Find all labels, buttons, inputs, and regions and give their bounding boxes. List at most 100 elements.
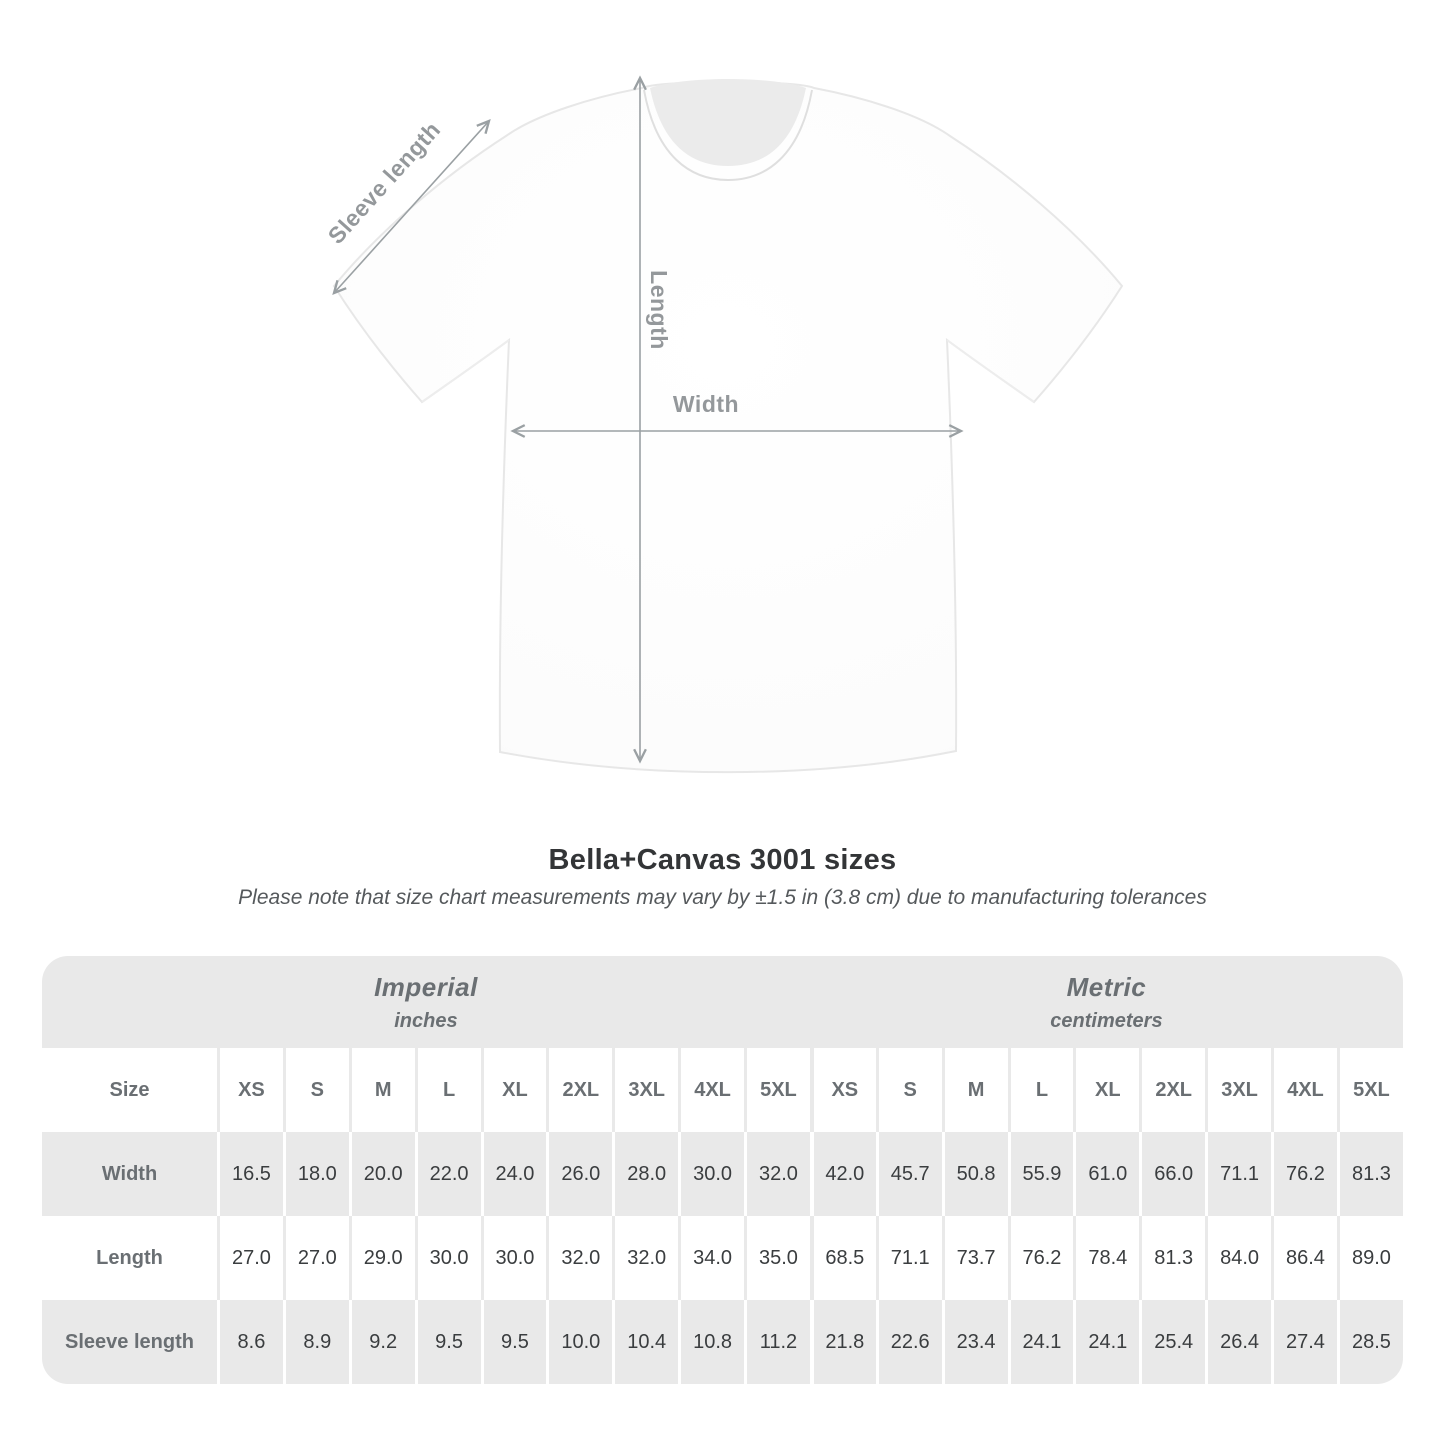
- size-header-row: Size XS S M L XL 2XL 3XL 4XL 5XL XS S M L XL 2XL 3XL 4XL…: [42, 1048, 1403, 1132]
- sleeve-length-arrow: [332, 119, 491, 295]
- size-header-metric-4xl: 4XL: [1271, 1048, 1337, 1132]
- value-cell-imperial-3xl: 28.0: [612, 1132, 679, 1216]
- imperial-section-header: Imperial inches: [42, 956, 810, 1048]
- value-cell-imperial-l: 22.0: [414, 1132, 481, 1216]
- value-cell-imperial-xl: 30.0: [480, 1216, 547, 1300]
- value-cell-metric-4xl: 76.2: [1271, 1132, 1337, 1216]
- size-chart-table: Imperial inches Metric centimeters Size …: [42, 956, 1403, 1384]
- size-header-metric-2xl: 2XL: [1139, 1048, 1206, 1132]
- title-block: Bella+Canvas 3001 sizes Please note that…: [0, 844, 1445, 910]
- size-header-imperial-xs: XS: [217, 1048, 283, 1132]
- value-cell-metric-xl: 78.4: [1073, 1216, 1140, 1300]
- value-cell-metric-m: 50.8: [941, 1132, 1008, 1216]
- width-label: Width: [673, 391, 739, 417]
- size-header-metric-5xl: 5XL: [1336, 1048, 1403, 1132]
- value-cell-imperial-s: 27.0: [282, 1216, 349, 1300]
- value-cell-imperial-2xl: 10.0: [546, 1300, 613, 1384]
- value-cell-imperial-3xl: 32.0: [612, 1216, 679, 1300]
- collar-seam: [643, 89, 813, 182]
- value-cell-metric-xs: 42.0: [809, 1132, 876, 1216]
- tshirt-measurement-diagram: Sleeve length Length Width: [323, 75, 1124, 774]
- measurement-row-width: Width 16.5 18.0 20.0 22.0 24.0 26.0 28.0 30.0 32.…: [42, 1132, 1403, 1216]
- value-cell-imperial-l: 30.0: [414, 1216, 481, 1300]
- value-cell-metric-xs: 21.8: [809, 1300, 876, 1384]
- row-label-sleeve-length: Sleeve length: [42, 1300, 217, 1384]
- size-column-header: Size: [42, 1048, 217, 1132]
- value-cell-metric-xs: 68.5: [809, 1216, 876, 1300]
- page-title: Bella+Canvas 3001 sizes: [548, 844, 897, 876]
- measurement-row-sleeve-length: Sleeve length 8.6 8.9 9.2 9.5 9.5 10.0 10.4 10.8…: [42, 1300, 1403, 1384]
- value-cell-imperial-5xl: 11.2: [744, 1300, 810, 1384]
- value-cell-imperial-xs: 27.0: [217, 1216, 283, 1300]
- row-label-length: Length: [42, 1216, 217, 1300]
- imperial-section-title: Imperial: [374, 971, 478, 1002]
- metric-section-header: Metric centimeters: [809, 956, 1403, 1048]
- value-cell-metric-2xl: 81.3: [1139, 1216, 1206, 1300]
- value-cell-imperial-5xl: 35.0: [744, 1216, 810, 1300]
- value-cell-imperial-m: 9.2: [348, 1300, 415, 1384]
- value-cell-metric-s: 45.7: [875, 1132, 942, 1216]
- value-cell-imperial-s: 18.0: [282, 1132, 349, 1216]
- value-cell-metric-s: 22.6: [875, 1300, 942, 1384]
- value-cell-metric-l: 24.1: [1007, 1300, 1074, 1384]
- value-cell-metric-2xl: 25.4: [1139, 1300, 1206, 1384]
- tshirt-illustration: [332, 79, 1124, 774]
- size-header-imperial-2xl: 2XL: [546, 1048, 613, 1132]
- size-header-imperial-s: S: [282, 1048, 349, 1132]
- value-cell-metric-m: 73.7: [941, 1216, 1008, 1300]
- size-header-imperial-5xl: 5XL: [744, 1048, 810, 1132]
- value-cell-imperial-4xl: 30.0: [678, 1132, 744, 1216]
- row-label-width: Width: [42, 1132, 217, 1216]
- value-cell-metric-l: 76.2: [1007, 1216, 1074, 1300]
- metric-section-unit: centimeters: [1050, 1009, 1163, 1032]
- value-cell-imperial-xl: 24.0: [480, 1132, 547, 1216]
- size-header-metric-xs: XS: [809, 1048, 876, 1132]
- tolerance-note: Please note that size chart measurements…: [238, 886, 1207, 909]
- measurement-row-length: Length 27.0 27.0 29.0 30.0 30.0 32.0 32.0 34.0 35…: [42, 1216, 1403, 1300]
- collar-opening: [650, 79, 806, 166]
- value-cell-metric-3xl: 71.1: [1205, 1132, 1271, 1216]
- value-cell-metric-s: 71.1: [875, 1216, 942, 1300]
- size-header-imperial-3xl: 3XL: [612, 1048, 679, 1132]
- length-label: Length: [646, 270, 672, 350]
- value-cell-imperial-l: 9.5: [414, 1300, 481, 1384]
- value-cell-metric-5xl: 81.3: [1336, 1132, 1403, 1216]
- value-cell-imperial-s: 8.9: [282, 1300, 349, 1384]
- value-cell-imperial-m: 20.0: [348, 1132, 415, 1216]
- value-cell-imperial-2xl: 32.0: [546, 1216, 613, 1300]
- value-cell-metric-4xl: 27.4: [1271, 1300, 1337, 1384]
- size-header-metric-xl: XL: [1073, 1048, 1140, 1132]
- size-header-metric-l: L: [1007, 1048, 1074, 1132]
- metric-section-title: Metric: [1066, 971, 1147, 1002]
- value-cell-imperial-4xl: 34.0: [678, 1216, 744, 1300]
- value-cell-metric-3xl: 26.4: [1205, 1300, 1271, 1384]
- size-header-metric-m: M: [941, 1048, 1008, 1132]
- value-cell-metric-l: 55.9: [1007, 1132, 1074, 1216]
- size-header-imperial-l: L: [414, 1048, 481, 1132]
- imperial-section-unit: inches: [394, 1009, 458, 1032]
- value-cell-imperial-m: 29.0: [348, 1216, 415, 1300]
- size-header-imperial-xl: XL: [480, 1048, 547, 1132]
- value-cell-imperial-4xl: 10.8: [678, 1300, 744, 1384]
- size-header-imperial-m: M: [348, 1048, 415, 1132]
- value-cell-imperial-3xl: 10.4: [612, 1300, 679, 1384]
- value-cell-imperial-5xl: 32.0: [744, 1132, 810, 1216]
- value-cell-imperial-xs: 16.5: [217, 1132, 283, 1216]
- value-cell-metric-5xl: 28.5: [1336, 1300, 1403, 1384]
- value-cell-metric-xl: 61.0: [1073, 1132, 1140, 1216]
- value-cell-metric-5xl: 89.0: [1336, 1216, 1403, 1300]
- unit-band-row: Imperial inches Metric centimeters: [42, 956, 1403, 1048]
- value-cell-metric-4xl: 86.4: [1271, 1216, 1337, 1300]
- value-cell-metric-2xl: 66.0: [1139, 1132, 1206, 1216]
- value-cell-metric-xl: 24.1: [1073, 1300, 1140, 1384]
- value-cell-imperial-xl: 9.5: [480, 1300, 547, 1384]
- size-header-metric-s: S: [875, 1048, 942, 1132]
- value-cell-imperial-xs: 8.6: [217, 1300, 283, 1384]
- size-header-imperial-4xl: 4XL: [678, 1048, 744, 1132]
- value-cell-metric-m: 23.4: [941, 1300, 1008, 1384]
- size-header-metric-3xl: 3XL: [1205, 1048, 1271, 1132]
- value-cell-imperial-2xl: 26.0: [546, 1132, 613, 1216]
- value-cell-metric-3xl: 84.0: [1205, 1216, 1271, 1300]
- size-table-container: Imperial inches Metric centimeters Size …: [42, 956, 1403, 1384]
